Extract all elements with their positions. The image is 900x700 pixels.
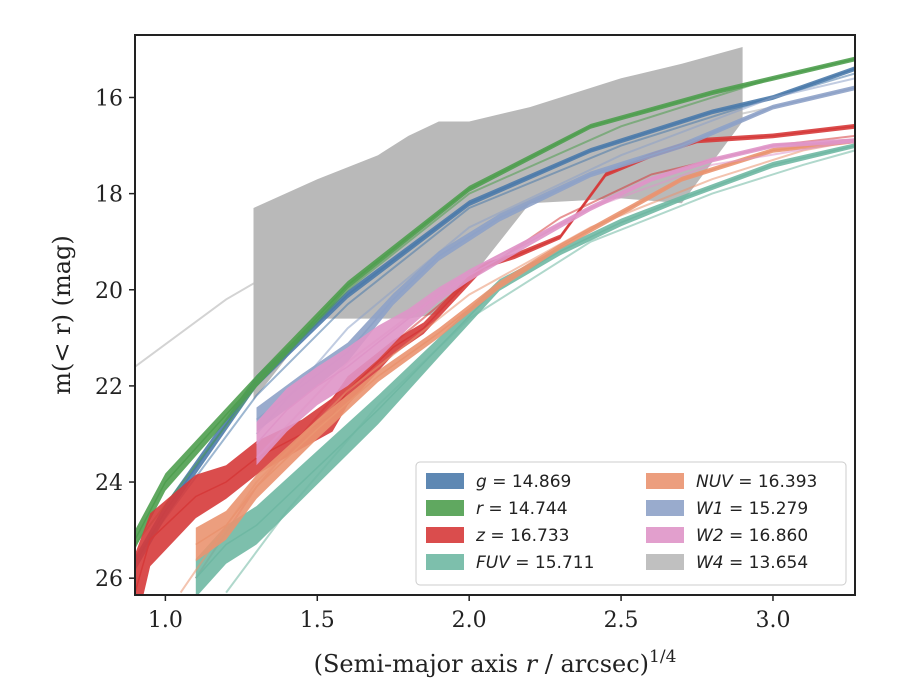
legend-swatch-g	[426, 473, 464, 489]
legend-swatch-z	[426, 527, 464, 543]
legend-swatch-w1	[646, 500, 684, 516]
y-tick-label: 16	[95, 86, 123, 111]
legend-label-fuv: FUV = 15.711	[476, 553, 594, 573]
legend-label-w1: W1 = 15.279	[696, 499, 808, 519]
legend-label-g: g = 14.869	[476, 472, 571, 492]
x-tick-label: 1.0	[148, 608, 183, 633]
legend-label-r: r = 14.744	[476, 499, 568, 519]
legend-swatch-fuv	[426, 554, 464, 570]
legend-label-nuv: NUV = 16.393	[696, 472, 817, 492]
legend-swatch-nuv	[646, 473, 684, 489]
x-axis-label: (Semi-major axis r / arcsec)1/4	[314, 647, 677, 678]
legend-label-z: z = 16.733	[475, 526, 569, 546]
legend-swatch-w4	[646, 554, 684, 570]
legend-label-w2: W2 = 16.860	[696, 526, 808, 546]
y-tick-label: 22	[95, 375, 123, 400]
legend: g = 14.869 r = 14.744 z = 16.733 FUV = 15.7…	[416, 462, 846, 585]
legend-label-w4: W4 = 13.654	[696, 553, 808, 573]
legend-swatch-w2	[646, 527, 684, 543]
x-tick-label: 3.0	[755, 608, 790, 633]
y-axis-label: m(< r) (mag)	[48, 235, 76, 394]
x-tick-label: 2.0	[452, 608, 487, 633]
y-tick-label: 26	[95, 567, 123, 592]
series-w4-band	[254, 47, 743, 400]
y-tick-label: 20	[95, 279, 123, 304]
x-tick-label: 2.5	[604, 608, 639, 633]
y-tick-label: 24	[95, 471, 123, 496]
profile-chart: 1.0 1.5 2.0 2.5 3.0 16 18 20 22 24 26 (Semi-major …	[0, 0, 900, 700]
y-tick-label: 18	[95, 183, 123, 208]
x-tick-label: 1.5	[300, 608, 335, 633]
legend-swatch-r	[426, 500, 464, 516]
